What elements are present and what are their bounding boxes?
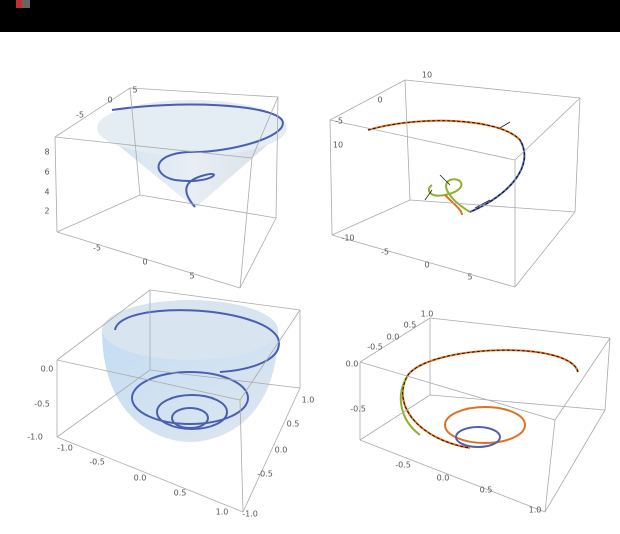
tick-label: 0.0 (134, 474, 147, 483)
box-edge (56, 289, 151, 361)
tick-label: 1.0 (529, 506, 542, 515)
box-edge (56, 436, 244, 513)
box-edge (56, 194, 141, 233)
box-edge (544, 419, 556, 513)
tick-label: -5 (335, 117, 343, 126)
tick-label: -1.0 (27, 433, 43, 442)
box-edge (251, 96, 279, 159)
cone-surface (97, 100, 287, 208)
box-edge (514, 211, 576, 288)
box-edge (359, 361, 556, 421)
tick-label: 0.5 (174, 489, 187, 498)
box-edge (149, 289, 301, 311)
tick-label: -5 (93, 244, 101, 253)
tick-label: -0.5 (367, 343, 383, 352)
box-edge (359, 394, 431, 441)
tick-label: 0.5 (480, 486, 493, 495)
box-edge (239, 217, 277, 289)
tick-label: -1.0 (57, 444, 73, 453)
tick-label: 4 (44, 188, 49, 197)
tick-label: 0.0 (346, 360, 359, 369)
box-edge (54, 136, 58, 233)
box-edge (329, 119, 333, 236)
box-edge (429, 394, 606, 411)
box-edge (404, 79, 411, 201)
box-edge (129, 87, 141, 196)
tick-label: 5 (189, 272, 194, 281)
box-edge (329, 79, 406, 121)
tick-label: 1.0 (421, 310, 434, 319)
tick-label: 6 (44, 168, 49, 177)
box-edge (129, 87, 279, 98)
tick-label: 8 (44, 148, 49, 157)
tick-label: 5 (132, 86, 137, 95)
tick-label: 0 (377, 96, 382, 105)
tick-label: 0.0 (437, 474, 450, 483)
box-edge (329, 119, 516, 161)
tick-label: 0.5 (404, 321, 417, 330)
tick-label: 0 (142, 258, 147, 267)
box-edge (239, 309, 301, 401)
tick-label: 10 (422, 71, 432, 80)
box-edge (239, 399, 244, 513)
box-edge (604, 337, 611, 411)
box-edge (56, 231, 241, 289)
tick-label: -0.5 (350, 405, 366, 414)
loops (399, 349, 579, 449)
tick-label: 0 (107, 96, 112, 105)
box-edge (359, 317, 431, 363)
tick-label: 0.0 (275, 446, 288, 455)
box-edge (359, 439, 546, 513)
app-icon (22, 0, 30, 8)
title-bar (0, 0, 620, 32)
box-edge (54, 136, 253, 159)
box-edge (404, 79, 581, 99)
tick-label: 10 (333, 141, 343, 150)
tick-label: -0.5 (34, 400, 50, 409)
box-edge (54, 87, 131, 138)
box-edge (514, 97, 581, 161)
box-edge (239, 157, 253, 289)
box-edge (56, 359, 241, 401)
tick-label: -1.0 (242, 510, 258, 519)
tick-label: 1.0 (216, 508, 229, 517)
box-edge (56, 369, 151, 438)
app-icon (16, 0, 22, 8)
tick-label: 1.0 (302, 396, 315, 405)
curves (367, 119, 526, 216)
tick-label: -5 (381, 248, 389, 257)
tick-label: 0.0 (387, 333, 400, 342)
tick-label: 0.5 (287, 420, 300, 429)
box-edge (409, 199, 576, 213)
hemisphere-surface (102, 300, 280, 442)
box-edge (275, 96, 279, 219)
box-edge (331, 234, 516, 288)
tick-label: 0 (424, 261, 429, 270)
tick-label: 5 (467, 273, 472, 282)
box-edge (149, 369, 301, 389)
box-edge (574, 97, 581, 213)
tick-label: -5 (76, 111, 84, 120)
tick-label: -0.5 (257, 470, 273, 479)
tick-label: 0.0 (41, 365, 54, 374)
tick-label: -0.5 (89, 458, 105, 467)
box-edge (544, 409, 606, 513)
box-edge (242, 387, 301, 513)
box-edge (331, 199, 411, 236)
tick-label: -0.5 (395, 461, 411, 470)
tick-label: 2 (44, 207, 49, 216)
tick-label: -10 (341, 234, 354, 243)
box-edge (139, 194, 277, 219)
box-edge (429, 317, 611, 339)
